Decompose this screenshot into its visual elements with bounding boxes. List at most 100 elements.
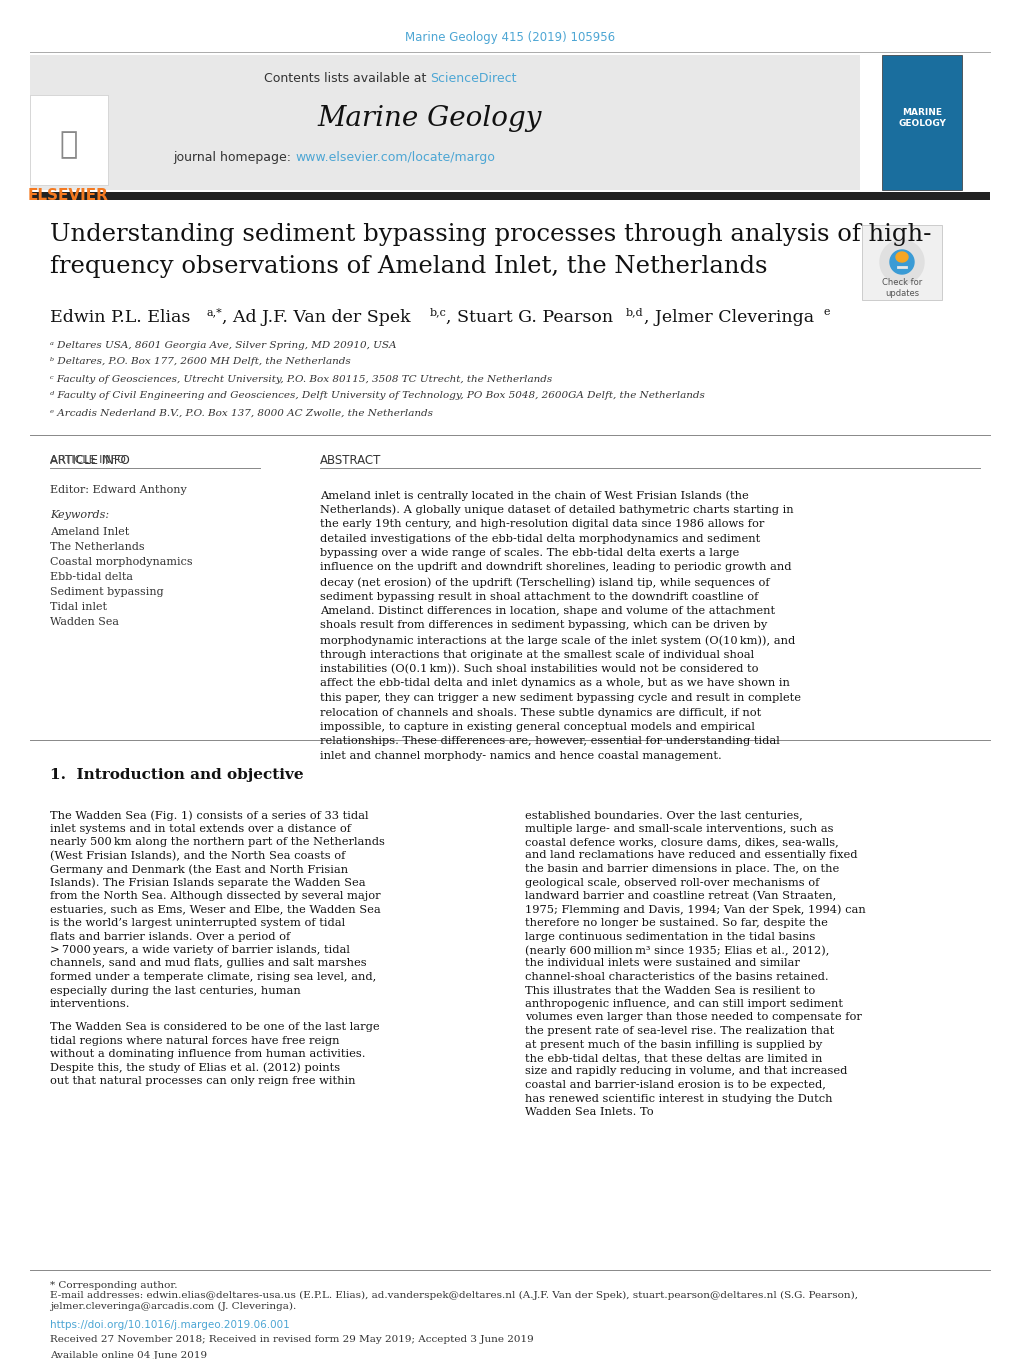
Text: channels, sand and mud flats, gullies and salt marshes: channels, sand and mud flats, gullies an… bbox=[50, 958, 366, 969]
Text: Despite this, the study of Elias et al. (2012) points: Despite this, the study of Elias et al. … bbox=[50, 1063, 339, 1074]
Text: 1975; Flemming and Davis, 1994; Van der Spek, 1994) can: 1975; Flemming and Davis, 1994; Van der … bbox=[525, 905, 865, 915]
Text: ᵈ Faculty of Civil Engineering and Geosciences, Delft University of Technology, : ᵈ Faculty of Civil Engineering and Geosc… bbox=[50, 391, 704, 401]
Text: formed under a temperate climate, rising sea level, and,: formed under a temperate climate, rising… bbox=[50, 972, 376, 983]
Text: Netherlands). A globally unique dataset of detailed bathymetric charts starting : Netherlands). A globally unique dataset … bbox=[320, 504, 793, 515]
Text: at present much of the basin infilling is supplied by: at present much of the basin infilling i… bbox=[525, 1040, 821, 1049]
Text: ScienceDirect: ScienceDirect bbox=[430, 72, 516, 84]
Text: instabilities (O(0.1 km)). Such shoal instabilities would not be considered to: instabilities (O(0.1 km)). Such shoal in… bbox=[320, 665, 758, 674]
Text: therefore no longer be sustained. So far, despite the: therefore no longer be sustained. So far… bbox=[525, 917, 827, 928]
Text: bypassing over a wide range of scales. The ebb-tidal delta exerts a large: bypassing over a wide range of scales. T… bbox=[320, 548, 739, 559]
Text: without a dominating influence from human activities.: without a dominating influence from huma… bbox=[50, 1049, 365, 1059]
Text: size and rapidly reducing in volume, and that increased: size and rapidly reducing in volume, and… bbox=[525, 1067, 847, 1076]
Text: ARTICLE INFO: ARTICLE INFO bbox=[50, 454, 129, 466]
Bar bbox=[30, 192, 989, 200]
Text: (nearly 600 million m³ since 1935; Elias et al., 2012),: (nearly 600 million m³ since 1935; Elias… bbox=[525, 945, 828, 955]
Text: and land reclamations have reduced and essentially fixed: and land reclamations have reduced and e… bbox=[525, 851, 857, 860]
Text: Edwin P.L. Elias: Edwin P.L. Elias bbox=[50, 308, 191, 326]
Text: inlet and channel morphody- namics and hence coastal management.: inlet and channel morphody- namics and h… bbox=[320, 752, 721, 761]
Text: https://doi.org/10.1016/j.margeo.2019.06.001: https://doi.org/10.1016/j.margeo.2019.06… bbox=[50, 1320, 289, 1330]
Text: MARINE
GEOLOGY: MARINE GEOLOGY bbox=[897, 107, 945, 128]
Text: e: e bbox=[823, 307, 829, 317]
Text: b,c: b,c bbox=[430, 307, 446, 317]
Text: Received 27 November 2018; Received in revised form 29 May 2019; Accepted 3 June: Received 27 November 2018; Received in r… bbox=[50, 1336, 533, 1344]
Text: the basin and barrier dimensions in place. The, on the: the basin and barrier dimensions in plac… bbox=[525, 864, 839, 874]
Text: Check for
updates: Check for updates bbox=[881, 279, 921, 298]
Text: volumes even larger than those needed to compensate for: volumes even larger than those needed to… bbox=[525, 1012, 861, 1022]
Text: established boundaries. Over the last centuries,: established boundaries. Over the last ce… bbox=[525, 810, 802, 819]
Text: The Wadden Sea is considered to be one of the last large: The Wadden Sea is considered to be one o… bbox=[50, 1022, 379, 1033]
Text: tidal regions where natural forces have free reign: tidal regions where natural forces have … bbox=[50, 1036, 339, 1045]
Text: nearly 500 km along the northern part of the Netherlands: nearly 500 km along the northern part of… bbox=[50, 837, 384, 847]
Bar bbox=[30, 54, 859, 190]
Text: ELSEVIER: ELSEVIER bbox=[28, 188, 108, 202]
Text: multiple large- and small-scale interventions, such as: multiple large- and small-scale interven… bbox=[525, 824, 833, 833]
Text: geological scale, observed roll-over mechanisms of: geological scale, observed roll-over mec… bbox=[525, 878, 818, 887]
Text: Understanding sediment bypassing processes through analysis of high-
frequency o: Understanding sediment bypassing process… bbox=[50, 223, 930, 277]
Text: coastal defence works, closure dams, dikes, sea-walls,: coastal defence works, closure dams, dik… bbox=[525, 837, 838, 847]
Text: ABSTRACT: ABSTRACT bbox=[320, 454, 381, 466]
Text: Available online 04 June 2019: Available online 04 June 2019 bbox=[50, 1351, 207, 1359]
Polygon shape bbox=[895, 251, 907, 262]
Text: out that natural processes can only reign free within: out that natural processes can only reig… bbox=[50, 1076, 356, 1086]
Text: journal homepage:: journal homepage: bbox=[173, 151, 294, 163]
Text: a,*: a,* bbox=[207, 307, 222, 317]
Text: shoals result from differences in sediment bypassing, which can be driven by: shoals result from differences in sedime… bbox=[320, 621, 766, 631]
Text: from the North Sea. Although dissected by several major: from the North Sea. Although dissected b… bbox=[50, 892, 380, 901]
Text: Wadden Sea Inlets. To: Wadden Sea Inlets. To bbox=[525, 1108, 653, 1117]
Text: decay (net erosion) of the updrift (Terschelling) island tip, while sequences of: decay (net erosion) of the updrift (Ters… bbox=[320, 578, 769, 587]
Text: , Stuart G. Pearson: , Stuart G. Pearson bbox=[445, 308, 612, 326]
Text: impossible, to capture in existing general conceptual models and empirical: impossible, to capture in existing gener… bbox=[320, 722, 754, 733]
Text: 1.  Introduction and objective: 1. Introduction and objective bbox=[50, 768, 304, 781]
Text: Marine Geology: Marine Geology bbox=[318, 105, 542, 132]
Text: ᵉ Arcadis Nederland B.V., P.O. Box 137, 8000 AC Zwolle, the Netherlands: ᵉ Arcadis Nederland B.V., P.O. Box 137, … bbox=[50, 409, 433, 417]
Text: www.elsevier.com/locate/margo: www.elsevier.com/locate/margo bbox=[294, 151, 494, 163]
Text: E-mail addresses: edwin.elias@deltares-usa.us (E.P.L. Elias), ad.vanderspek@delt: E-mail addresses: edwin.elias@deltares-u… bbox=[50, 1291, 857, 1311]
Text: detailed investigations of the ebb-tidal delta morphodynamics and sediment: detailed investigations of the ebb-tidal… bbox=[320, 534, 759, 544]
Text: interventions.: interventions. bbox=[50, 999, 130, 1008]
Text: Coastal morphodynamics: Coastal morphodynamics bbox=[50, 557, 193, 567]
Text: through interactions that originate at the smallest scale of individual shoal: through interactions that originate at t… bbox=[320, 650, 753, 659]
Text: Germany and Denmark (the East and North Frisian: Germany and Denmark (the East and North … bbox=[50, 864, 347, 875]
Text: inlet systems and in total extends over a distance of: inlet systems and in total extends over … bbox=[50, 824, 351, 833]
Text: this paper, they can trigger a new sediment bypassing cycle and result in comple: this paper, they can trigger a new sedim… bbox=[320, 693, 800, 703]
Text: is the world’s largest uninterrupted system of tidal: is the world’s largest uninterrupted sys… bbox=[50, 917, 344, 928]
Text: ᶜ Faculty of Geosciences, Utrecht University, P.O. Box 80115, 3508 TC Utrecht, t: ᶜ Faculty of Geosciences, Utrecht Univer… bbox=[50, 375, 551, 383]
Text: This illustrates that the Wadden Sea is resilient to: This illustrates that the Wadden Sea is … bbox=[525, 985, 814, 996]
Text: estuaries, such as Ems, Weser and Elbe, the Wadden Sea: estuaries, such as Ems, Weser and Elbe, … bbox=[50, 905, 380, 915]
Bar bbox=[881, 54, 961, 190]
Text: ᵃ Deltares USA, 8601 Georgia Ave, Silver Spring, MD 20910, USA: ᵃ Deltares USA, 8601 Georgia Ave, Silver… bbox=[50, 341, 396, 349]
Text: Ameland inlet is centrally located in the chain of West Frisian Islands (the: Ameland inlet is centrally located in th… bbox=[320, 491, 748, 500]
Text: 🌳: 🌳 bbox=[60, 130, 78, 159]
Text: anthropogenic influence, and can still import sediment: anthropogenic influence, and can still i… bbox=[525, 999, 842, 1008]
Polygon shape bbox=[890, 250, 913, 275]
Bar bbox=[861, 226, 942, 300]
Text: channel-shoal characteristics of the basins retained.: channel-shoal characteristics of the bas… bbox=[525, 972, 827, 983]
Text: > 7000 years, a wide variety of barrier islands, tidal: > 7000 years, a wide variety of barrier … bbox=[50, 945, 350, 955]
Text: Marine Geology 415 (2019) 105956: Marine Geology 415 (2019) 105956 bbox=[405, 31, 614, 45]
Text: especially during the last centuries, human: especially during the last centuries, hu… bbox=[50, 985, 301, 996]
Text: relationships. These differences are, however, essential for understanding tidal: relationships. These differences are, ho… bbox=[320, 737, 779, 746]
Text: Keywords:: Keywords: bbox=[50, 510, 109, 520]
Text: Tidal inlet: Tidal inlet bbox=[50, 602, 107, 612]
Text: the present rate of sea-level rise. The realization that: the present rate of sea-level rise. The … bbox=[525, 1026, 834, 1036]
Text: affect the ebb-tidal delta and inlet dynamics as a whole, but as we have shown i: affect the ebb-tidal delta and inlet dyn… bbox=[320, 678, 789, 689]
Text: ARTICLE INFO: ARTICLE INFO bbox=[50, 455, 125, 465]
Text: * Corresponding author.: * Corresponding author. bbox=[50, 1280, 177, 1290]
Text: coastal and barrier-island erosion is to be expected,: coastal and barrier-island erosion is to… bbox=[525, 1080, 825, 1090]
Text: b,d: b,d bbox=[626, 307, 643, 317]
Text: Contents lists available at: Contents lists available at bbox=[263, 72, 430, 84]
Text: has renewed scientific interest in studying the Dutch: has renewed scientific interest in study… bbox=[525, 1094, 832, 1104]
Text: The Wadden Sea (Fig. 1) consists of a series of 33 tidal: The Wadden Sea (Fig. 1) consists of a se… bbox=[50, 810, 368, 821]
Bar bbox=[30, 95, 108, 185]
Text: ᵇ Deltares, P.O. Box 177, 2600 MH Delft, the Netherlands: ᵇ Deltares, P.O. Box 177, 2600 MH Delft,… bbox=[50, 357, 351, 367]
Text: Sediment bypassing: Sediment bypassing bbox=[50, 587, 163, 597]
Text: the early 19th century, and high-resolution digital data since 1986 allows for: the early 19th century, and high-resolut… bbox=[320, 519, 763, 529]
Text: the individual inlets were sustained and similar: the individual inlets were sustained and… bbox=[525, 958, 799, 969]
Text: (West Frisian Islands), and the North Sea coasts of: (West Frisian Islands), and the North Se… bbox=[50, 851, 345, 860]
Text: The Netherlands: The Netherlands bbox=[50, 542, 145, 552]
Text: landward barrier and coastline retreat (Van Straaten,: landward barrier and coastline retreat (… bbox=[525, 892, 836, 901]
Text: the ebb-tidal deltas, that these deltas are limited in: the ebb-tidal deltas, that these deltas … bbox=[525, 1053, 821, 1063]
Text: Wadden Sea: Wadden Sea bbox=[50, 617, 119, 626]
Text: Ameland Inlet: Ameland Inlet bbox=[50, 527, 129, 537]
Polygon shape bbox=[879, 241, 923, 284]
